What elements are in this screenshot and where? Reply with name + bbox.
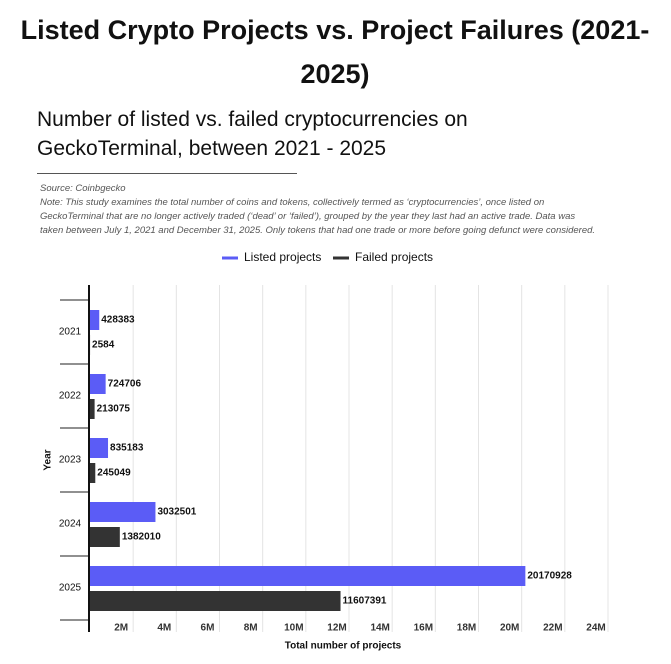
x-tick-label: 16M (414, 623, 433, 634)
y-axis-label: Year (43, 449, 54, 470)
source: Source: Coinbgecko (40, 183, 126, 194)
chart-title: Listed Crypto Projects vs. Project Failu… (20, 15, 650, 89)
bar (90, 399, 95, 419)
bar (90, 438, 109, 458)
bar (90, 463, 96, 483)
y-tick-label: 2024 (59, 519, 82, 530)
x-tick-label: 2M (114, 623, 128, 634)
x-tick-label: 24M (586, 623, 605, 634)
data-label: 428383 (101, 315, 135, 326)
x-tick-label: 6M (201, 623, 215, 634)
note-line: taken between July 1, 2021 and December … (40, 225, 596, 236)
legend-label: Failed projects (355, 250, 433, 264)
bar (90, 591, 341, 611)
data-label: 835183 (110, 443, 144, 454)
y-tick-label: 2021 (59, 327, 82, 338)
data-label: 2584 (92, 340, 115, 351)
legend-label: Listed projects (244, 250, 321, 264)
y-tick-label: 2022 (59, 391, 82, 402)
x-tick-label: 14M (370, 623, 389, 634)
x-tick-label: 20M (500, 623, 519, 634)
data-label: 11607391 (343, 596, 387, 607)
x-tick-label: 12M (327, 623, 346, 634)
x-tick-label: 22M (543, 623, 562, 634)
bar (90, 374, 106, 394)
x-tick-label: 10M (284, 623, 303, 634)
data-label: 1382010 (122, 532, 161, 543)
x-tick-label: 4M (157, 623, 171, 634)
bar (90, 502, 156, 522)
note-line: Note: This study examines the total numb… (40, 197, 545, 208)
source-block: Source: Coinbgecko Note: This study exam… (40, 182, 595, 238)
y-tick-label: 2023 (59, 455, 82, 466)
chart-subtitle: Number of listed vs. failed cryptocurren… (37, 108, 468, 160)
data-label: 20170928 (527, 571, 572, 582)
note-line: GeckoTerminal that are no longer activel… (40, 211, 576, 222)
y-tick-label: 2025 (59, 583, 82, 594)
bar (90, 527, 120, 547)
data-label: 724706 (108, 379, 142, 390)
x-tick-label: 8M (244, 623, 258, 634)
separator (37, 173, 297, 174)
bar (90, 566, 526, 586)
x-axis-label: Total number of projects (285, 641, 402, 652)
x-tick-label: 18M (457, 623, 476, 634)
data-label: 245049 (97, 468, 131, 479)
data-label: 213075 (97, 404, 131, 415)
chart: Listed projects Failed projects 2M 4M 6M 8M 10… (43, 250, 609, 652)
data-label: 3032501 (157, 507, 196, 518)
bar (90, 310, 100, 330)
